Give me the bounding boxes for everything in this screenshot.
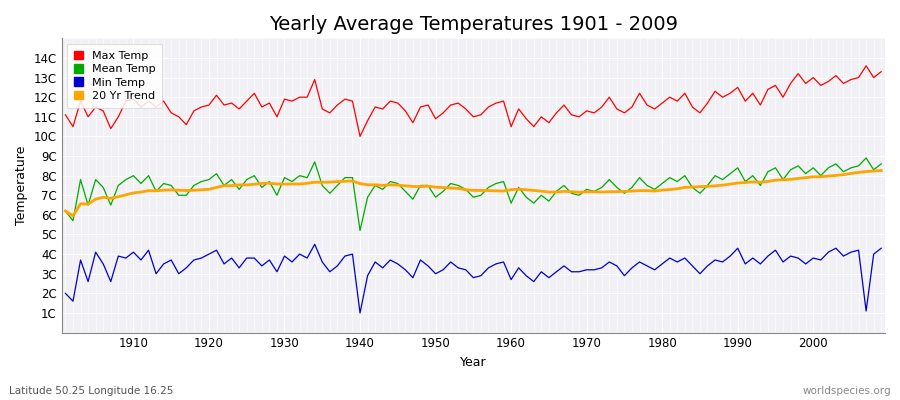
Min Temp	[121, 256, 131, 260]
Max Temp	[355, 134, 365, 139]
Mean Temp	[876, 162, 886, 166]
Max Temp	[286, 99, 297, 104]
Line: Min Temp: Min Temp	[66, 244, 881, 313]
Min Temp	[521, 273, 532, 278]
Max Temp	[332, 103, 343, 108]
Min Temp	[286, 260, 297, 264]
Min Temp	[513, 266, 524, 270]
Mean Temp	[506, 201, 517, 206]
Max Temp	[513, 106, 524, 111]
Mean Temp	[332, 183, 343, 188]
20 Yr Trend	[68, 214, 78, 218]
20 Yr Trend	[876, 168, 886, 173]
Line: 20 Yr Trend: 20 Yr Trend	[66, 170, 881, 216]
Text: Latitude 50.25 Longitude 16.25: Latitude 50.25 Longitude 16.25	[9, 386, 174, 396]
Min Temp	[310, 242, 320, 247]
Max Temp	[604, 95, 615, 100]
Y-axis label: Temperature: Temperature	[15, 146, 28, 225]
Mean Temp	[355, 228, 365, 233]
Max Temp	[60, 112, 71, 117]
20 Yr Trend	[128, 190, 139, 195]
Line: Max Temp: Max Temp	[66, 66, 881, 136]
Mean Temp	[513, 185, 524, 190]
Max Temp	[876, 69, 886, 74]
20 Yr Trend	[513, 187, 524, 192]
Mean Temp	[604, 177, 615, 182]
20 Yr Trend	[339, 179, 350, 184]
20 Yr Trend	[294, 182, 305, 186]
Text: worldspecies.org: worldspecies.org	[803, 386, 891, 396]
Mean Temp	[60, 208, 71, 213]
Mean Temp	[286, 179, 297, 184]
Mean Temp	[121, 177, 131, 182]
Min Temp	[611, 264, 622, 268]
Title: Yearly Average Temperatures 1901 - 2009: Yearly Average Temperatures 1901 - 2009	[269, 15, 678, 34]
20 Yr Trend	[60, 208, 71, 213]
Legend: Max Temp, Mean Temp, Min Temp, 20 Yr Trend: Max Temp, Mean Temp, Min Temp, 20 Yr Tre…	[68, 44, 162, 108]
Min Temp	[339, 254, 350, 258]
Mean Temp	[860, 156, 871, 160]
Max Temp	[860, 63, 871, 68]
Line: Mean Temp: Mean Temp	[66, 158, 881, 230]
Min Temp	[876, 246, 886, 251]
Max Temp	[506, 124, 517, 129]
20 Yr Trend	[604, 189, 615, 194]
Max Temp	[121, 99, 131, 104]
Min Temp	[355, 310, 365, 315]
X-axis label: Year: Year	[460, 356, 487, 369]
Min Temp	[60, 291, 71, 296]
20 Yr Trend	[506, 187, 517, 192]
